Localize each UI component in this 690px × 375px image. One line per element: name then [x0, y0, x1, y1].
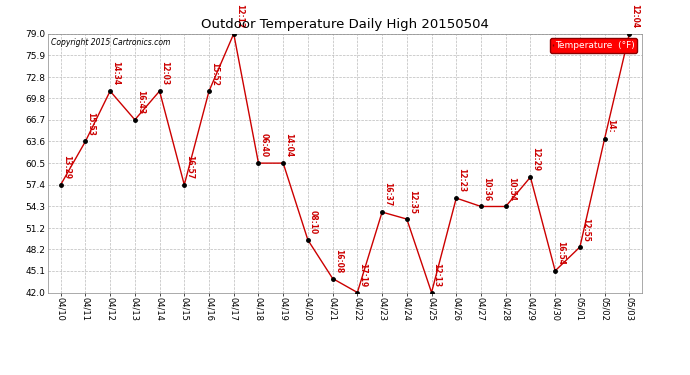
- Text: 10:36: 10:36: [482, 177, 491, 201]
- Text: 16:57: 16:57: [186, 155, 195, 179]
- Text: 12:12: 12:12: [235, 4, 244, 28]
- Text: 16:54: 16:54: [556, 241, 565, 265]
- Text: 17:19: 17:19: [358, 263, 367, 287]
- Text: 08:10: 08:10: [309, 210, 318, 234]
- Text: 14:34: 14:34: [111, 62, 120, 86]
- Title: Outdoor Temperature Daily High 20150504: Outdoor Temperature Daily High 20150504: [201, 18, 489, 31]
- Text: 12:03: 12:03: [161, 62, 170, 86]
- Text: 12:13: 12:13: [433, 263, 442, 287]
- Text: 16:37: 16:37: [383, 182, 392, 207]
- Text: 10:54: 10:54: [506, 177, 515, 201]
- Text: 15:53: 15:53: [86, 112, 95, 136]
- Legend: Temperature  (°F): Temperature (°F): [550, 38, 637, 53]
- Text: 14:04: 14:04: [284, 134, 293, 158]
- Text: 16:43: 16:43: [136, 90, 145, 114]
- Text: 12:23: 12:23: [457, 168, 466, 192]
- Text: 14:: 14:: [606, 120, 615, 133]
- Text: 15:52: 15:52: [210, 62, 219, 86]
- Text: 06:40: 06:40: [259, 134, 268, 158]
- Text: 12:29: 12:29: [531, 147, 540, 171]
- Text: 16:08: 16:08: [334, 249, 343, 273]
- Text: 12:35: 12:35: [408, 189, 417, 213]
- Text: Copyright 2015 Cartronics.com: Copyright 2015 Cartronics.com: [51, 38, 170, 46]
- Text: 13:29: 13:29: [61, 155, 70, 179]
- Text: 12:04: 12:04: [631, 4, 640, 28]
- Text: 12:55: 12:55: [581, 217, 590, 242]
